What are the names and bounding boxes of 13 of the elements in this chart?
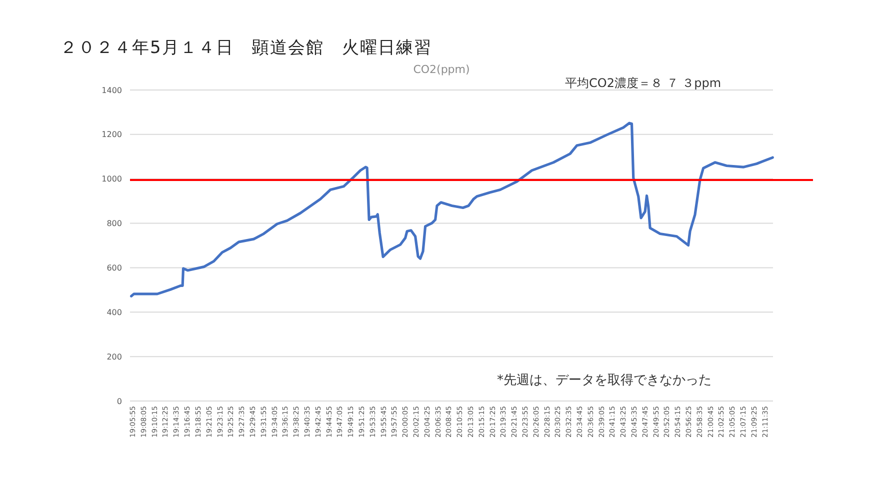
- y-tick-label: 400: [106, 308, 122, 317]
- y-tick-label: 800: [106, 219, 122, 228]
- annotation: 平均CO2濃度＝８ ７ ３ppm: [565, 76, 722, 90]
- y-tick-label: 1200: [102, 130, 122, 140]
- y-tick-label: 600: [106, 264, 122, 273]
- y-tick-label: 0: [116, 396, 122, 406]
- y-tick-label: 1400: [102, 86, 122, 95]
- annotation: *先週は、データを取得できなかった: [497, 373, 712, 388]
- y-tick-label: 1000: [102, 174, 122, 184]
- chart-subtitle: CO2(ppm): [413, 63, 470, 76]
- line-series: [130, 122, 774, 298]
- y-tick-label: 200: [106, 352, 122, 362]
- chart-title: ２０２４年5月１４日 顕道会館 火曜日練習: [60, 38, 432, 58]
